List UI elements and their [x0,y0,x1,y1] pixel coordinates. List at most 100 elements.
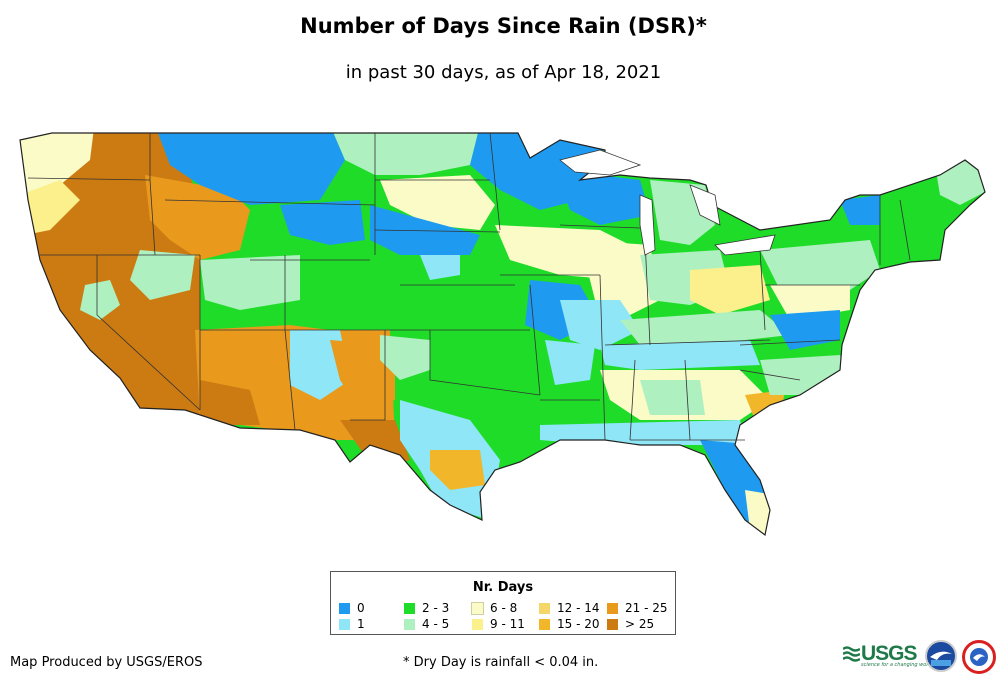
region-texas-orange [430,450,485,490]
border-wa-or [27,177,151,181]
region-ne-blue [840,195,880,225]
border-nc-sc [739,369,801,381]
region-florida-light [745,490,775,535]
border-ca-nv [96,255,201,411]
legend-item: 21 - 25 [607,602,668,616]
lake-michigan [639,194,656,256]
border-mt-south [164,199,376,206]
border-sd-ne [374,229,501,233]
dry-day-footnote: * Dry Day is rainfall < 0.04 in. [403,655,599,670]
region-maine-light [935,160,985,205]
legend-swatch [404,603,415,614]
legend-item: 12 - 14 [539,602,600,616]
border-wi-il [559,224,641,229]
legend-label: 0 [357,601,365,615]
legend-title: Nr. Days [472,580,534,595]
legend-swatch [607,603,618,614]
map-subtitle: in past 30 days, as of Apr 18, 2021 [345,62,662,83]
region-montana-blue [155,133,345,205]
region-tn-light [600,340,760,370]
dsr-regions [20,133,985,535]
region-ohio-yellow [690,265,770,315]
lake-erie [714,234,776,256]
region-ks-light [420,255,460,280]
legend: Nr. Days 0 1 2 - 3 4 - 5 6 - 8 9 - 11 12… [330,571,676,635]
region-mo-light [560,300,640,350]
legend-item: > 25 [607,618,654,632]
legend-label: 1 [357,617,365,631]
legend-item: 6 - 8 [471,601,518,616]
legend-item: 1 [339,618,365,632]
region-sd-yellow [380,175,495,230]
border-al-ga [684,359,691,441]
region-al-light [640,380,705,415]
region-pnw-yellow [20,180,80,235]
legend-label: 12 - 14 [557,601,600,615]
region-ny-light [760,240,880,290]
noaa-logo [925,640,957,672]
legend-label: 21 - 25 [625,601,668,615]
region-arkansas-light [545,340,595,385]
region-wyoming-blue [280,200,365,245]
border-ky-tn [604,339,771,346]
region-va-blue [770,310,840,350]
lake-huron [689,184,721,226]
legend-item: 0 [339,602,365,616]
usgs-logo: USGS science for a changing world [843,642,933,670]
border-ok-tx [429,330,541,396]
legend-item: 9 - 11 [472,618,525,632]
legend-label: 2 - 3 [422,601,450,615]
legend-label: 9 - 11 [490,617,525,631]
border-ne-states [899,199,911,261]
legend-item: 15 - 20 [539,618,600,632]
border-mississippi [599,274,606,441]
state-borders [27,132,911,441]
legend-swatch [404,619,415,630]
legend-swatch [339,619,350,630]
region-nm-orange [330,340,395,410]
map-credit: Map Produced by USGS/EROS [10,655,203,670]
border-mn-east [489,132,501,231]
border-il-in [644,239,651,346]
us-outline [19,132,986,537]
legend-label: 4 - 5 [422,617,450,631]
legend-label: 6 - 8 [490,601,518,615]
legend-item: 2 - 3 [404,602,449,616]
usgs-logo-text: USGS [861,642,918,665]
legend-swatch [471,602,484,615]
legend-swatch [339,603,350,614]
border-va-nc [739,339,841,346]
border-az-nm [284,329,296,431]
region-co-light [200,255,300,310]
lake-superior [559,149,642,176]
region-nevada-light [80,280,120,320]
region-utah-light [130,250,195,300]
legend-swatch [607,619,618,630]
noaa-bird-icon [930,651,952,666]
region-idaho-orange [145,175,250,260]
border-id-east [149,133,156,256]
legend-label: > 25 [625,617,655,631]
region-dakota-light [330,133,480,175]
map-title: Number of Days Since Rain (DSR)* [300,14,707,38]
legend-swatch [472,619,483,630]
border-mo-east [529,284,541,396]
legend-swatch [539,619,550,630]
region-ne-blue [370,205,480,255]
region-wisconsin-blue [555,170,650,225]
legend-label: 15 - 20 [557,617,600,631]
region-gulf-light [540,420,745,445]
region-texas-north-light [380,335,430,380]
legend-swatch [539,603,550,614]
border-nm-tx [350,330,386,421]
region-ky-light [620,310,790,345]
nws-logo [962,640,996,674]
great-lakes [559,149,776,256]
border-oh-pa [759,249,766,331]
nws-weather-icon [970,648,988,666]
region-arizona-dark [200,380,260,425]
usgs-logo-tagline: science for a changing world [861,662,933,668]
legend-item: 4 - 5 [404,618,449,632]
border-ms-al [629,359,636,441]
